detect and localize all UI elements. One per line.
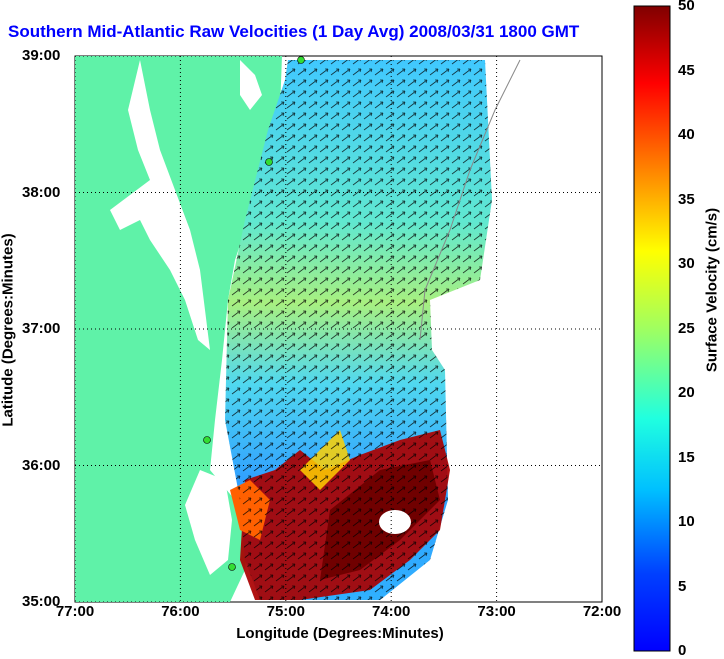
x-tick-label: 77:00 — [55, 603, 95, 620]
x-tick-label: 73:00 — [477, 603, 516, 620]
y-tick-label: 36:00 — [22, 456, 61, 474]
station-marker — [203, 436, 211, 444]
colorbar-tick-label: 25 — [678, 319, 695, 337]
colorbar-tick-label: 15 — [678, 448, 695, 466]
x-tick-label: 76:00 — [161, 603, 200, 620]
data-gap — [379, 510, 411, 534]
y-tick-label: 38:00 — [22, 183, 61, 201]
colorbar-tick-label: 50 — [678, 0, 695, 14]
colorbar-tick-label: 30 — [678, 255, 695, 272]
colorbar — [633, 5, 671, 652]
shelf-break-line — [419, 59, 521, 341]
colorbar-tick-label: 40 — [678, 126, 695, 143]
x-tick-label: 74:00 — [372, 603, 411, 620]
y-tick-label: 35:00 — [22, 593, 61, 610]
x-tick-label: 72:00 — [582, 603, 622, 620]
colorbar-tick-label: 35 — [678, 190, 695, 208]
map-grid — [75, 56, 602, 602]
pamlico-sound — [185, 470, 232, 575]
land-mass — [75, 56, 282, 602]
y-tick-label: 39:00 — [22, 47, 61, 64]
colorbar-label: Surface Velocity (cm/s) — [703, 207, 721, 373]
delaware-bay — [240, 60, 262, 110]
y-tick-label: 37:00 — [22, 320, 61, 337]
colorbar-tick-label: 10 — [678, 513, 695, 530]
colorbar-tick-label: 5 — [678, 577, 687, 595]
x-tick-label: 75:00 — [266, 603, 305, 620]
station-marker — [297, 56, 305, 64]
colorbar-tick-label: 45 — [678, 61, 695, 79]
station-marker — [265, 158, 273, 166]
chesapeake-bay — [110, 60, 210, 350]
x-axis-label: Longitude (Degrees:Minutes) — [236, 625, 444, 642]
y-axis-label: Latitude (Degrees:Minutes) — [0, 233, 17, 427]
colorbar-tick-label: 0 — [678, 642, 687, 659]
map-title: Southern Mid-Atlantic Raw Velocities (1 … — [8, 22, 580, 41]
colorbar-tick-label: 20 — [678, 384, 695, 401]
station-marker — [228, 563, 236, 571]
